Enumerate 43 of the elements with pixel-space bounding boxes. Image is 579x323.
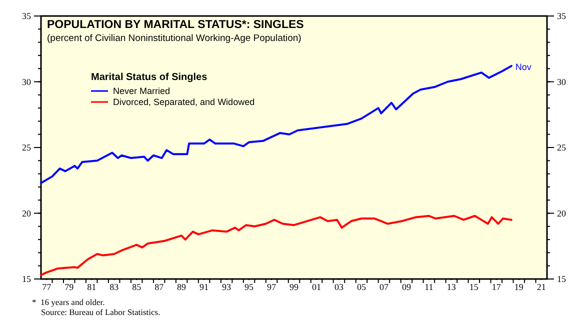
text: * 16 years and older. xyxy=(32,297,105,307)
x-tick-label: 87 xyxy=(154,282,164,292)
source-note: Source: Bureau of Labor Statistics. xyxy=(41,307,160,317)
x-tick-label: 19 xyxy=(514,282,524,292)
x-tick-label: 17 xyxy=(492,282,502,292)
x-tick-label: 81 xyxy=(87,282,96,292)
text: (percent of Civilian Noninstitutional Working-Age Population) xyxy=(47,33,302,44)
x-tick-label: 03 xyxy=(334,282,344,292)
legend-title: Marital Status of Singles xyxy=(91,72,208,83)
y2-tick-label: 20 xyxy=(557,208,566,218)
y2-tick-label: 15 xyxy=(557,274,566,284)
line-series xyxy=(40,64,512,184)
y-tick-label: 30 xyxy=(22,76,32,87)
y2-tick-label: 30 xyxy=(557,76,566,87)
x-tick-label: 99 xyxy=(290,282,299,292)
x-tick-label: 05 xyxy=(356,282,366,292)
x-tick-label: 01 xyxy=(312,282,321,292)
x-tick-label: 89 xyxy=(177,282,187,292)
x-tick-label: 79 xyxy=(64,282,74,292)
legend-label: Divorced, Separated, and Widowed xyxy=(113,97,255,107)
legend-label: Never Married xyxy=(113,86,170,96)
x-tick-label: 97 xyxy=(267,282,277,292)
x-tick-label: 07 xyxy=(379,282,389,292)
line-series xyxy=(40,214,512,276)
x-tick-label: 83 xyxy=(110,282,120,292)
x-tick-label: 77 xyxy=(42,282,52,292)
chart-title: POPULATION BY MARITAL STATUS*: SINGLES xyxy=(47,19,304,31)
y-tick-label: 35 xyxy=(22,11,32,22)
y-tick-label: 15 xyxy=(22,274,32,284)
x-tick-label: 13 xyxy=(446,282,456,292)
y2-tick-label: 35 xyxy=(557,11,566,22)
x-tick-label: 09 xyxy=(402,282,412,292)
x-tick-label: 85 xyxy=(132,282,142,292)
x-tick-label: 21 xyxy=(536,282,546,292)
y-tick-label: 20 xyxy=(22,208,32,218)
y-tick-label: 25 xyxy=(22,142,32,153)
x-tick-label: 95 xyxy=(244,282,254,292)
annotation: Nov xyxy=(515,62,532,72)
y2-tick-label: 25 xyxy=(557,142,566,153)
x-tick-label: 15 xyxy=(469,282,479,292)
x-tick-label: 93 xyxy=(222,282,232,292)
x-tick-label: 91 xyxy=(200,282,209,292)
x-tick-label: 11 xyxy=(424,282,434,292)
